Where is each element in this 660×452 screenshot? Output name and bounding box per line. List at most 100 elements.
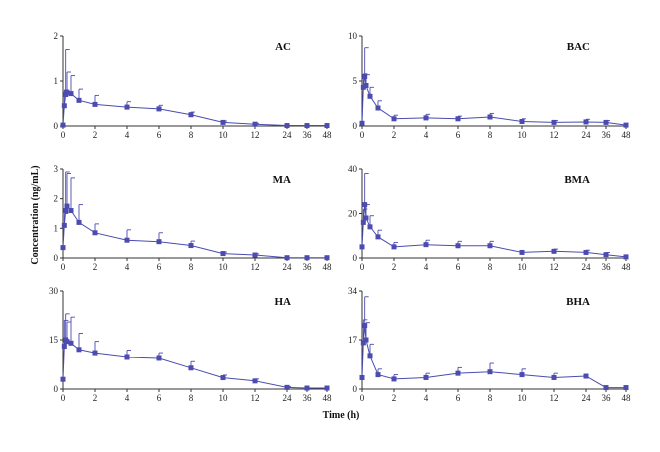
x-tick-label: 24 [582,130,592,140]
x-tick-label: 6 [157,262,162,272]
x-tick-label: 10 [518,130,528,140]
data-point [375,234,381,240]
data-point [76,347,82,353]
data-point [324,123,330,129]
data-point [63,208,69,214]
series-line [361,76,627,126]
x-tick-label: 24 [283,393,293,403]
data-point [61,103,67,109]
x-tick-label: 6 [456,393,461,403]
y-tick-label: 1 [54,76,59,86]
data-point [362,323,368,329]
x-tick-label: 12 [550,393,559,403]
x-tick-label: 12 [251,393,260,403]
data-point [188,365,194,371]
panel-title: AC [275,41,291,53]
x-tick-label: 36 [302,262,312,272]
x-tick-label: 6 [456,262,461,272]
data-point [324,385,330,391]
x-tick-label: 24 [582,262,592,272]
data-point [92,101,98,107]
y-tick-label: 1 [54,223,59,233]
y-tick-label: 0 [54,121,59,131]
data-point [551,374,557,380]
y-tick-label: 2 [54,31,59,41]
x-tick-label: 0 [360,393,365,403]
data-point [284,384,290,390]
data-point [487,243,493,249]
series-line [361,204,627,258]
data-point [455,243,461,249]
data-point [551,248,557,254]
data-point [156,239,162,245]
data-point [124,354,130,360]
x-tick-label: 0 [61,393,66,403]
panel-title: HA [275,296,292,308]
x-tick-label: 10 [518,393,528,403]
x-tick-label: 4 [125,393,130,403]
data-point [367,93,373,99]
y-tick-label: 10 [348,31,358,41]
data-point [423,242,429,248]
x-tick-label: 8 [189,130,194,140]
data-point [359,374,365,380]
data-point [519,249,525,255]
x-axis-title: Time (h) [323,410,360,421]
x-tick-label: 36 [601,262,611,272]
data-point [623,254,629,260]
panel-title: BHA [566,296,590,308]
x-tick-label: 48 [323,393,333,403]
data-point [487,369,493,375]
x-tick-label: 4 [424,130,429,140]
data-point [284,123,290,129]
x-tick-label: 24 [283,262,293,272]
data-point [220,251,226,257]
x-tick-label: 2 [392,130,397,140]
data-point [362,202,368,208]
x-tick-label: 2 [93,130,98,140]
panel-title: MA [273,174,291,186]
data-point [603,252,609,258]
data-point [252,252,258,258]
x-tick-label: 0 [360,130,365,140]
data-point [603,385,609,391]
data-point [76,97,82,103]
data-point [64,89,70,95]
x-tick-label: 36 [601,393,611,403]
data-point [455,370,461,376]
data-point [375,105,381,111]
x-tick-label: 6 [157,393,162,403]
y-tick-label: 0 [353,253,358,263]
data-point [188,112,194,118]
data-point [61,222,67,228]
x-tick-label: 2 [93,393,98,403]
data-point [360,340,366,346]
data-point [188,243,194,249]
data-point [60,122,66,128]
data-point [359,120,365,126]
data-point [519,372,525,378]
data-point [423,374,429,380]
data-point [304,255,310,261]
x-tick-label: 4 [424,262,429,272]
x-tick-label: 12 [550,262,559,272]
x-tick-label: 8 [488,262,493,272]
series-line [62,338,327,389]
panel-title: BMA [564,174,590,186]
x-tick-label: 0 [61,130,66,140]
x-tick-label: 4 [424,393,429,403]
y-tick-label: 0 [54,384,59,394]
data-point [68,340,74,346]
x-tick-label: 8 [189,393,194,403]
x-tick-label: 4 [125,262,130,272]
x-tick-label: 12 [251,262,260,272]
data-point [304,385,310,391]
x-tick-label: 12 [550,130,559,140]
x-tick-label: 12 [251,130,260,140]
data-point [360,219,366,225]
x-tick-label: 2 [93,262,98,272]
